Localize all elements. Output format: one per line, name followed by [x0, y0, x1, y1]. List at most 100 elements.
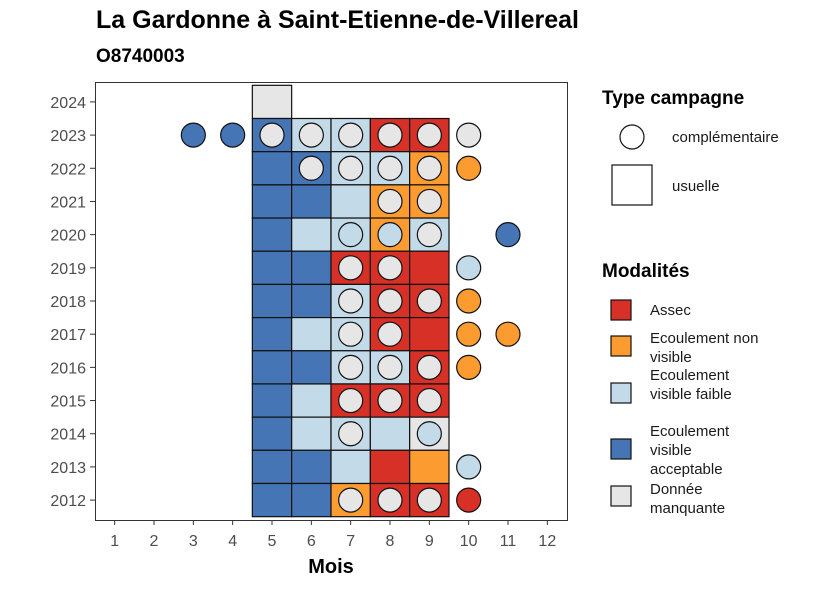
x-tick-label-3: 3	[189, 533, 198, 550]
tile-2013-6	[291, 449, 332, 485]
tile-2013-7	[330, 449, 371, 485]
x-tick-label-7: 7	[346, 533, 355, 550]
y-tick-label-2019: 2019	[50, 261, 86, 278]
point-2019-7	[338, 255, 364, 281]
point-2020-11	[495, 222, 521, 248]
legend-label-ecoulement-visible-acceptable: Ecoulement visible acceptable	[650, 423, 730, 478]
point-2023-6	[298, 122, 324, 148]
y-tick-label-2016: 2016	[50, 360, 86, 377]
point-2023-3	[180, 122, 206, 148]
point-2017-8	[377, 321, 403, 347]
x-tick-label-8: 8	[386, 533, 395, 550]
legend-swatch-A	[610, 299, 632, 321]
x-tick-label-4: 4	[228, 533, 237, 550]
tile-2016-5	[251, 350, 293, 385]
point-2014-7	[338, 421, 364, 447]
tile-2021-7	[330, 184, 371, 219]
x-tick-label-5: 5	[268, 533, 277, 550]
point-2022-10	[456, 155, 482, 181]
y-tick-label-2021: 2021	[50, 194, 86, 211]
point-2017-7	[338, 321, 364, 347]
point-2016-7	[338, 354, 364, 380]
x-tick-label-2: 2	[150, 533, 159, 550]
tile-2015-6	[291, 383, 332, 418]
tile-2014-6	[291, 416, 332, 451]
point-2022-6	[298, 155, 324, 181]
point-2014-9	[416, 421, 442, 447]
legend-label-ecoulement-non-visible: Ecoulement non visible	[650, 330, 759, 366]
legend-label-ecoulement-visible-faible: Ecoulement visible faible	[650, 367, 732, 403]
complementaire-points-layer	[180, 122, 521, 513]
point-2022-8	[377, 155, 403, 181]
point-2023-9	[416, 122, 442, 148]
tile-2020-5	[251, 217, 293, 252]
tile-2013-5	[251, 449, 293, 485]
y-tick-label-2020: 2020	[50, 228, 86, 245]
x-tick-label-1: 1	[110, 533, 119, 550]
usuelle-tiles-layer	[251, 84, 450, 518]
point-2023-8	[377, 122, 403, 148]
point-2012-8	[377, 487, 403, 513]
point-2020-9	[416, 222, 442, 248]
legend-swatch-M	[610, 485, 632, 507]
tile-2016-6	[291, 350, 332, 385]
point-2021-8	[377, 188, 403, 215]
point-2015-7	[338, 387, 364, 414]
point-2015-9	[416, 387, 442, 414]
tile-2013-8	[369, 449, 411, 485]
tile-2015-5	[251, 383, 293, 418]
point-2023-5	[259, 122, 285, 148]
x-tick-label-12: 12	[538, 533, 556, 550]
legend-campagne-label-complementaire: complémentaire	[672, 129, 779, 146]
tile-2018-6	[291, 283, 332, 319]
point-2018-10	[456, 288, 482, 314]
y-tick-label-2024: 2024	[50, 95, 86, 112]
x-tick-label-11: 11	[500, 533, 517, 550]
legend-campagne-label-usuelle: usuelle	[672, 178, 720, 195]
point-2023-7	[338, 122, 364, 148]
tile-2022-5	[251, 151, 293, 186]
point-2016-9	[416, 354, 442, 380]
point-2023-10	[456, 122, 482, 148]
point-2012-9	[416, 487, 442, 513]
x-tick-label-10: 10	[460, 533, 478, 550]
point-2012-7	[338, 487, 364, 513]
point-2022-9	[416, 155, 442, 181]
point-2018-7	[338, 288, 364, 314]
tile-2017-5	[251, 316, 293, 352]
legend-circle-complementaire-icon	[619, 124, 645, 150]
point-2021-9	[416, 188, 442, 215]
tile-2013-9	[409, 449, 450, 485]
legend-swatch-F	[610, 382, 632, 404]
point-2018-9	[416, 288, 442, 314]
point-2012-10	[456, 487, 482, 513]
point-2020-8	[377, 222, 403, 248]
axes-layer: 1 2 3 4 5 6 7 8 9 10 11 122012201320142015201620172…	[50, 95, 556, 550]
y-tick-label-2015: 2015	[50, 394, 86, 411]
tile-2014-5	[251, 416, 293, 451]
legend-label-donnee-manquante: Donnée manquante	[650, 481, 726, 517]
tile-2019-5	[251, 250, 293, 286]
tile-2012-6	[291, 482, 332, 518]
point-2019-8	[377, 255, 403, 281]
point-2023-4	[220, 122, 246, 148]
tile-2017-6	[291, 316, 332, 352]
tile-2018-5	[251, 283, 293, 319]
point-2016-10	[456, 354, 482, 380]
y-tick-label-2014: 2014	[50, 427, 86, 444]
tile-2014-8	[369, 416, 411, 451]
tile-2019-9	[409, 250, 450, 286]
chart-subtitle: O8740003	[96, 46, 185, 67]
y-tick-label-2023: 2023	[50, 128, 86, 145]
tile-2012-5	[251, 482, 293, 518]
point-2019-10	[456, 255, 482, 281]
point-2015-8	[377, 387, 403, 414]
legend-swatch-B	[610, 438, 632, 460]
legend-modalites-title: Modalités	[602, 261, 690, 282]
x-axis-title: Mois	[308, 556, 354, 578]
point-2017-10	[456, 321, 482, 347]
chart-title: La Gardonne à Saint-Etienne-de-Villereal	[96, 6, 579, 34]
legend-campagne-title: Type campagne	[602, 88, 745, 109]
tile-2017-9	[409, 316, 450, 352]
